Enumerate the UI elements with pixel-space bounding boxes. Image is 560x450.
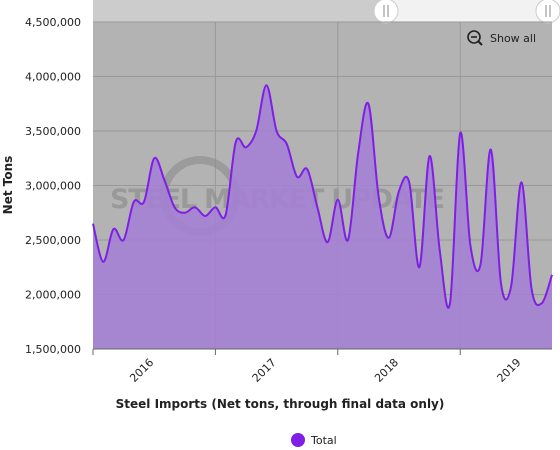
y-tick-label: 4,500,000 — [25, 16, 81, 29]
area — [93, 85, 552, 349]
zoom-button[interactable]: Show all — [467, 30, 536, 46]
y-axis-title: Net Tons — [1, 156, 15, 215]
x-tick-label: 2019 — [495, 356, 524, 385]
y-tick-label: 2,500,000 — [25, 234, 81, 247]
navigator-handle[interactable] — [535, 0, 560, 24]
x-tick-label: 2016 — [127, 356, 156, 385]
x-axis-title: Steel Imports (Net tons, through final d… — [116, 397, 445, 411]
legend-label: Total — [310, 434, 337, 447]
y-tick-label: 2,000,000 — [25, 289, 81, 302]
y-tick-label: 4,000,000 — [25, 71, 81, 84]
zoom-icon — [467, 30, 481, 44]
line — [92, 84, 553, 309]
x-tick-label: 2018 — [372, 356, 401, 385]
y-tick-label: 1,500,000 — [25, 343, 81, 356]
x-tick-label: 2017 — [250, 356, 279, 385]
y-tick-label: 3,000,000 — [25, 180, 81, 193]
navigator-mask — [93, 0, 388, 22]
zoom-label: Show all — [490, 32, 536, 45]
y-tick-label: 3,500,000 — [25, 125, 81, 138]
navigator-handle[interactable] — [373, 0, 399, 24]
zoom-icon — [477, 40, 483, 46]
legend-marker — [291, 433, 305, 447]
